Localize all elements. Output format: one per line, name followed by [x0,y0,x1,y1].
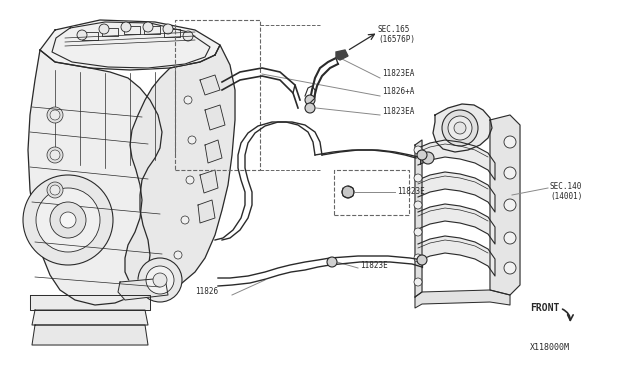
Circle shape [454,122,466,134]
Polygon shape [415,290,510,308]
Circle shape [36,188,100,252]
Circle shape [50,150,60,160]
Circle shape [422,152,434,164]
Polygon shape [32,310,148,325]
Circle shape [448,116,472,140]
Text: FRONT: FRONT [530,303,559,313]
Text: 11823E: 11823E [397,187,425,196]
Circle shape [442,110,478,146]
Circle shape [77,30,87,40]
Polygon shape [418,140,495,180]
Circle shape [414,278,422,286]
Circle shape [414,201,422,209]
Polygon shape [52,22,210,68]
Text: 11823E: 11823E [360,260,388,269]
Polygon shape [433,104,492,152]
Circle shape [414,254,422,262]
Polygon shape [200,75,220,95]
Circle shape [99,24,109,34]
Circle shape [327,257,337,267]
Polygon shape [415,140,422,297]
Circle shape [504,262,516,274]
Polygon shape [490,115,520,295]
Circle shape [47,147,63,163]
Circle shape [188,136,196,144]
Polygon shape [40,20,220,70]
Circle shape [181,216,189,224]
Polygon shape [125,45,235,293]
Circle shape [50,202,86,238]
Polygon shape [118,278,168,300]
Polygon shape [30,295,150,310]
Polygon shape [32,325,148,345]
Circle shape [50,110,60,120]
Circle shape [414,228,422,236]
Polygon shape [336,50,348,60]
Polygon shape [418,204,495,244]
Polygon shape [418,172,495,212]
Circle shape [504,136,516,148]
Polygon shape [418,236,495,276]
Circle shape [163,24,173,34]
Circle shape [504,167,516,179]
Circle shape [504,232,516,244]
Circle shape [184,96,192,104]
Circle shape [23,175,113,265]
Circle shape [174,251,182,259]
Circle shape [417,150,427,160]
Circle shape [143,22,153,32]
Text: 11826: 11826 [195,288,218,296]
Polygon shape [200,170,218,193]
Text: 11823EA: 11823EA [382,70,414,78]
Circle shape [305,95,315,105]
Circle shape [50,185,60,195]
Circle shape [305,103,315,113]
Bar [175,20,260,170]
Text: 11823EA: 11823EA [382,106,414,115]
Circle shape [138,258,182,302]
Circle shape [47,107,63,123]
Polygon shape [205,105,225,130]
Bar [334,170,409,215]
Circle shape [186,176,194,184]
Circle shape [342,186,354,198]
Polygon shape [28,50,162,305]
Text: SEC.165
(16576P): SEC.165 (16576P) [378,25,415,44]
Circle shape [121,22,131,32]
Text: 11826+A: 11826+A [382,87,414,96]
Polygon shape [198,200,215,223]
Circle shape [414,174,422,182]
Circle shape [60,212,76,228]
Text: SEC.140
(14001): SEC.140 (14001) [550,182,582,201]
Polygon shape [205,140,222,163]
Circle shape [47,182,63,198]
Text: X118000M: X118000M [530,343,570,353]
Circle shape [504,199,516,211]
Circle shape [414,146,422,154]
Circle shape [183,31,193,41]
Circle shape [417,255,427,265]
Circle shape [153,273,167,287]
Circle shape [146,266,174,294]
